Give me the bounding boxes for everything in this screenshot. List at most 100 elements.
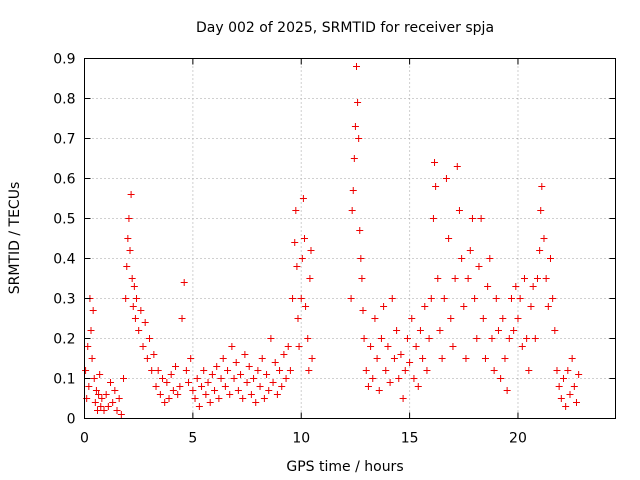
data-point-0-96 <box>263 371 271 378</box>
data-point-0-122 <box>307 247 315 254</box>
data-point-0-106 <box>284 343 292 350</box>
y-tick-label-3: 0.3 <box>53 292 75 308</box>
data-point-0-196 <box>488 335 496 342</box>
data-point-0-90 <box>250 375 258 382</box>
data-point-0-169 <box>431 159 439 166</box>
x-axis-label: GPS time / hours <box>286 459 403 475</box>
data-point-0-44 <box>150 351 158 358</box>
data-point-0-172 <box>436 327 444 334</box>
data-point-0-170 <box>432 183 440 190</box>
data-point-0-83 <box>234 387 242 394</box>
data-point-0-210 <box>518 343 526 350</box>
data-point-0-127 <box>350 155 358 162</box>
data-point-0-165 <box>423 367 431 374</box>
data-point-0-230 <box>559 375 567 382</box>
data-point-0-87 <box>243 379 251 386</box>
data-point-0-99 <box>269 379 277 386</box>
data-point-0-209 <box>516 295 524 302</box>
data-point-0-176 <box>445 235 453 242</box>
data-point-0-54 <box>172 363 180 370</box>
data-point-0-80 <box>228 343 236 350</box>
data-point-0-95 <box>260 395 268 402</box>
data-point-0-39 <box>139 343 147 350</box>
data-point-0-112 <box>294 315 302 322</box>
data-point-0-188 <box>471 295 479 302</box>
x-tick-label-4: 20 <box>509 431 527 447</box>
data-point-0-88 <box>245 363 253 370</box>
data-point-0-235 <box>570 383 578 390</box>
data-point-0-62 <box>189 387 197 394</box>
x-tick-label-3: 15 <box>401 431 419 447</box>
data-point-0-79 <box>226 391 234 398</box>
data-point-0-200 <box>497 375 505 382</box>
data-point-0-100 <box>271 359 279 366</box>
data-point-0-223 <box>544 303 552 310</box>
data-point-0-12 <box>95 391 103 398</box>
data-point-0-175 <box>442 175 450 182</box>
data-point-0-123 <box>308 355 316 362</box>
data-point-0-142 <box>373 355 381 362</box>
data-point-0-41 <box>143 355 151 362</box>
data-point-0-116 <box>299 195 307 202</box>
data-point-0-144 <box>377 335 385 342</box>
data-point-0-6 <box>88 355 96 362</box>
y-tick-label-5: 0.5 <box>53 212 75 228</box>
data-point-0-216 <box>531 335 539 342</box>
y-tick-label-6: 0.6 <box>53 172 75 188</box>
data-point-0-138 <box>364 383 372 390</box>
data-point-0-10 <box>92 387 100 394</box>
data-point-0-166 <box>425 335 433 342</box>
data-point-0-91 <box>252 399 260 406</box>
data-point-0-82 <box>232 359 240 366</box>
data-point-0-191 <box>477 215 485 222</box>
data-point-0-163 <box>419 355 427 362</box>
data-point-0-207 <box>512 283 520 290</box>
data-point-0-212 <box>523 335 531 342</box>
data-point-0-162 <box>416 327 424 334</box>
y-axis-label: SRMTID / TECUs <box>7 182 23 295</box>
data-point-0-187 <box>468 215 476 222</box>
data-point-0-18 <box>104 403 112 410</box>
x-tick-label-1: 5 <box>188 431 197 447</box>
data-point-0-102 <box>276 367 284 374</box>
data-point-0-221 <box>540 235 548 242</box>
data-point-0-182 <box>458 255 466 262</box>
data-point-0-124 <box>347 295 355 302</box>
data-point-0-159 <box>410 375 418 382</box>
x-tick-label-0: 0 <box>80 431 89 447</box>
data-point-0-94 <box>258 355 266 362</box>
data-point-0-25 <box>120 375 128 382</box>
data-point-0-232 <box>564 367 572 374</box>
data-point-0-57 <box>178 315 186 322</box>
data-point-0-34 <box>130 283 138 290</box>
data-point-0-52 <box>167 371 175 378</box>
data-point-0-9 <box>91 399 99 406</box>
data-point-0-132 <box>356 227 364 234</box>
data-point-0-69 <box>204 379 212 386</box>
data-point-0-117 <box>300 235 308 242</box>
data-point-0-236 <box>572 399 580 406</box>
data-point-0-225 <box>549 295 557 302</box>
data-point-0-103 <box>278 383 286 390</box>
data-point-0-173 <box>438 355 446 362</box>
data-point-0-46 <box>154 367 162 374</box>
data-point-0-171 <box>434 275 442 282</box>
data-point-0-184 <box>462 355 470 362</box>
data-point-0-152 <box>395 375 403 382</box>
data-point-0-33 <box>129 303 137 310</box>
data-point-0-93 <box>256 383 264 390</box>
data-point-0-136 <box>360 335 368 342</box>
chart-title: Day 002 of 2025, SRMTID for receiver spj… <box>196 20 494 36</box>
data-point-0-43 <box>148 367 156 374</box>
data-point-0-108 <box>289 295 297 302</box>
data-point-0-220 <box>538 183 546 190</box>
data-point-0-150 <box>390 355 398 362</box>
data-point-0-71 <box>208 371 216 378</box>
data-point-0-56 <box>176 383 184 390</box>
data-point-0-115 <box>298 255 306 262</box>
data-point-0-135 <box>359 307 367 314</box>
data-point-0-42 <box>146 335 154 342</box>
data-point-0-66 <box>198 383 206 390</box>
data-point-0-177 <box>447 315 455 322</box>
data-point-0-55 <box>174 391 182 398</box>
